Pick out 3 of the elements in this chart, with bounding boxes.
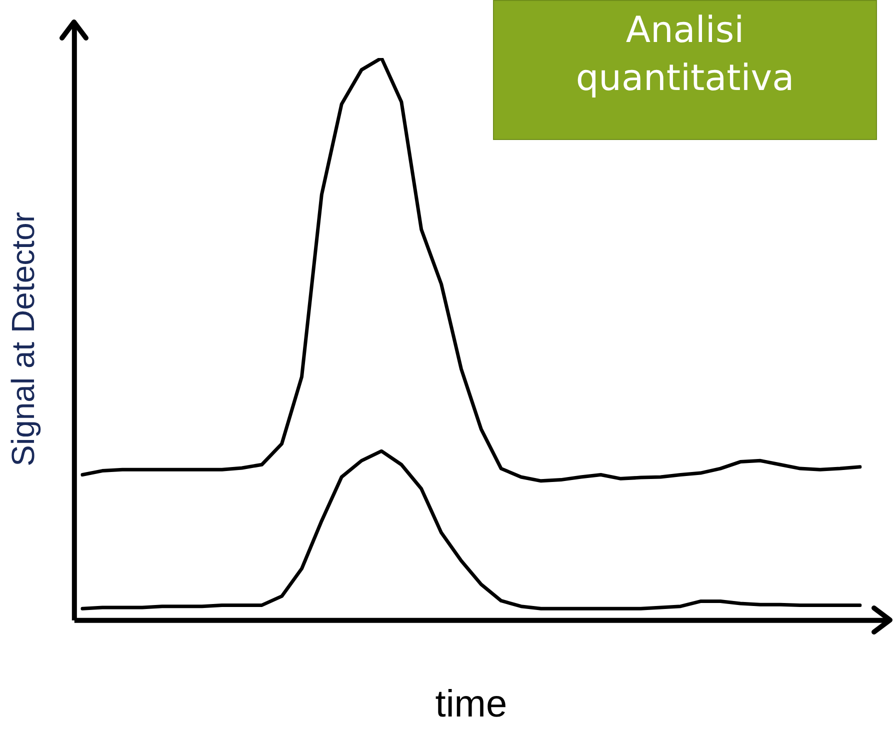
x-axis-title: time — [435, 684, 508, 726]
y-axis-title: Signal at Detector — [5, 212, 42, 466]
note-box: Analisi quantitativa — [493, 0, 877, 140]
